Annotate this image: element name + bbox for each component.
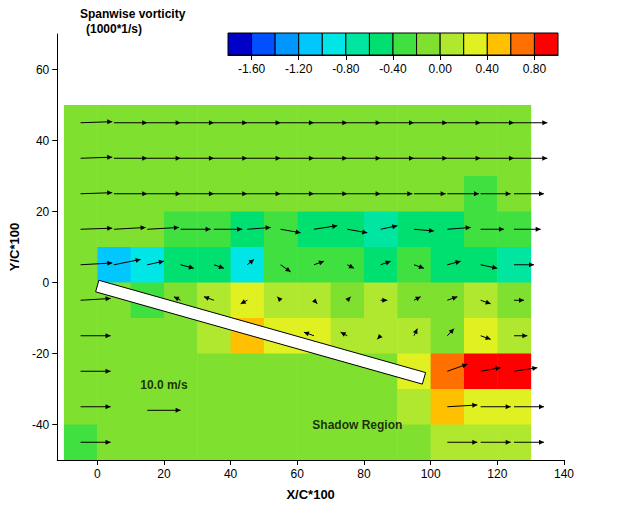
svg-text:20: 20 <box>36 205 50 219</box>
svg-text:X/C*100: X/C*100 <box>286 487 334 502</box>
svg-text:-1.20: -1.20 <box>285 62 313 76</box>
svg-text:-0.80: -0.80 <box>332 62 360 76</box>
svg-text:0: 0 <box>94 467 101 481</box>
svg-text:0.40: 0.40 <box>476 62 500 76</box>
svg-text:-1.60: -1.60 <box>238 62 266 76</box>
svg-text:0.80: 0.80 <box>523 62 547 76</box>
svg-text:(1000*1/s): (1000*1/s) <box>86 22 142 36</box>
svg-text:60: 60 <box>291 467 305 481</box>
svg-text:10.0 m/s: 10.0 m/s <box>140 378 188 392</box>
svg-text:Spanwise vorticity: Spanwise vorticity <box>80 7 186 21</box>
svg-text:40: 40 <box>36 134 50 148</box>
svg-text:-20: -20 <box>32 347 50 361</box>
svg-text:140: 140 <box>554 467 574 481</box>
svg-text:-0.40: -0.40 <box>379 62 407 76</box>
svg-text:120: 120 <box>487 467 507 481</box>
svg-text:80: 80 <box>357 467 371 481</box>
svg-text:Y/C*100: Y/C*100 <box>7 223 22 271</box>
svg-text:60: 60 <box>36 63 50 77</box>
svg-text:100: 100 <box>421 467 441 481</box>
svg-text:-40: -40 <box>32 418 50 432</box>
svg-text:Shadow Region: Shadow Region <box>312 418 402 432</box>
svg-text:40: 40 <box>224 467 238 481</box>
svg-text:0: 0 <box>43 276 50 290</box>
svg-text:0.00: 0.00 <box>428 62 452 76</box>
svg-text:20: 20 <box>157 467 171 481</box>
